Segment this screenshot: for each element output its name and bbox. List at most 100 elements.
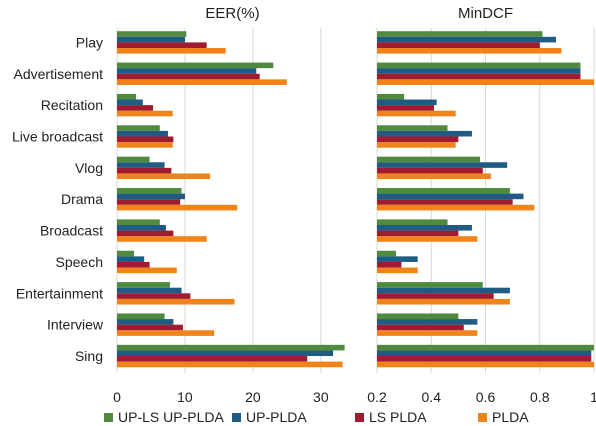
category-label: Vlog <box>75 160 103 176</box>
bar-ls-plda <box>117 324 183 331</box>
legend-label: UP-LS UP-PLDA <box>118 409 224 425</box>
bar-up-plda <box>377 287 510 294</box>
bar-up-ls-up-plda <box>117 188 182 194</box>
x-tick-label: 1 <box>590 389 596 405</box>
bar-up-ls-up-plda <box>377 250 396 257</box>
bar-up-ls-up-plda <box>117 93 137 100</box>
bar-plda <box>117 142 173 148</box>
bar-up-ls-up-plda <box>117 313 165 320</box>
bar-up-plda <box>377 224 472 231</box>
category-label: Interview <box>47 317 104 333</box>
bar-plda <box>117 48 226 54</box>
bar-ls-plda <box>377 199 513 205</box>
bar-up-plda <box>377 319 478 325</box>
category-label: Broadcast <box>40 223 103 239</box>
bar-up-plda <box>377 256 418 262</box>
bar-ls-plda <box>377 167 483 174</box>
legend-label: LS PLDA <box>369 409 427 425</box>
bar-plda <box>117 236 207 242</box>
x-tick-label: 10 <box>177 389 193 405</box>
bar-ls-plda <box>117 293 191 299</box>
bar-plda <box>117 361 343 368</box>
bar-up-ls-up-plda <box>377 125 448 131</box>
bar-up-ls-up-plda <box>117 62 274 69</box>
bar-up-ls-up-plda <box>117 250 134 257</box>
category-label: Recitation <box>41 97 103 113</box>
bar-ls-plda <box>377 73 581 80</box>
bar-up-ls-up-plda <box>117 125 160 131</box>
bar-up-plda <box>117 68 257 74</box>
bar-ls-plda <box>377 356 592 362</box>
bar-up-plda <box>117 162 165 168</box>
bar-ls-plda <box>117 356 308 362</box>
bar-up-ls-up-plda <box>377 282 483 288</box>
bar-up-plda <box>377 350 592 357</box>
bar-ls-plda <box>377 261 402 268</box>
legend-swatch <box>355 413 364 422</box>
bar-ls-plda <box>117 105 154 111</box>
x-tick-label: 0.4 <box>422 389 442 405</box>
bar-plda <box>377 142 456 148</box>
bar-up-plda <box>117 287 182 294</box>
x-tick-label: 0.6 <box>476 389 496 405</box>
bar-plda <box>377 48 562 54</box>
bar-up-ls-up-plda <box>117 156 150 163</box>
panel-title: EER(%) <box>205 5 259 22</box>
bar-up-plda <box>117 224 166 231</box>
bar-up-plda <box>377 130 472 137</box>
legend-swatch <box>232 413 241 422</box>
bar-up-ls-up-plda <box>117 282 170 288</box>
bar-plda <box>377 204 535 211</box>
bar-ls-plda <box>377 105 434 111</box>
category-label: Advertisement <box>14 66 104 82</box>
bar-up-plda <box>117 319 174 325</box>
category-label: Live broadcast <box>12 128 103 144</box>
bar-plda <box>377 236 478 242</box>
panel-title: MinDCF <box>458 5 513 22</box>
bar-ls-plda <box>117 230 174 237</box>
bar-up-ls-up-plda <box>117 344 345 351</box>
bar-ls-plda <box>377 230 459 237</box>
bar-up-plda <box>117 130 168 137</box>
bar-up-ls-up-plda <box>377 31 543 37</box>
bar-ls-plda <box>377 136 459 143</box>
bar-up-plda <box>117 193 185 200</box>
bar-up-ls-up-plda <box>377 219 448 225</box>
bar-plda <box>377 173 491 180</box>
bar-ls-plda <box>117 136 174 143</box>
bar-plda <box>117 267 177 274</box>
bar-up-ls-up-plda <box>377 62 581 69</box>
bar-plda <box>377 267 418 274</box>
bar-plda <box>117 173 211 180</box>
category-label: Play <box>76 34 103 50</box>
bar-ls-plda <box>117 261 150 268</box>
bar-plda <box>377 361 594 368</box>
bar-plda <box>377 298 510 305</box>
bar-up-plda <box>377 193 524 200</box>
bar-plda <box>117 298 235 305</box>
bar-up-ls-up-plda <box>117 31 187 37</box>
bar-up-ls-up-plda <box>117 219 160 225</box>
bar-up-plda <box>377 36 557 43</box>
bar-ls-plda <box>117 199 181 205</box>
bar-plda <box>117 79 287 85</box>
bar-up-ls-up-plda <box>377 156 481 163</box>
x-tick-label: 0.8 <box>530 389 550 405</box>
bar-ls-plda <box>117 73 260 80</box>
bar-up-plda <box>117 256 145 262</box>
x-tick-label: 0.2 <box>367 389 387 405</box>
bar-up-plda <box>117 99 143 106</box>
bar-up-plda <box>117 350 334 357</box>
bar-up-ls-up-plda <box>377 313 459 320</box>
bar-up-plda <box>117 36 185 43</box>
x-tick-label: 0 <box>113 389 121 405</box>
bar-ls-plda <box>377 324 464 331</box>
bar-up-plda <box>377 162 508 168</box>
bar-plda <box>117 330 215 336</box>
category-label: Drama <box>61 191 103 207</box>
bar-up-ls-up-plda <box>377 344 594 351</box>
bar-plda <box>377 79 594 85</box>
bar-up-ls-up-plda <box>377 93 405 100</box>
bar-up-ls-up-plda <box>377 188 510 194</box>
